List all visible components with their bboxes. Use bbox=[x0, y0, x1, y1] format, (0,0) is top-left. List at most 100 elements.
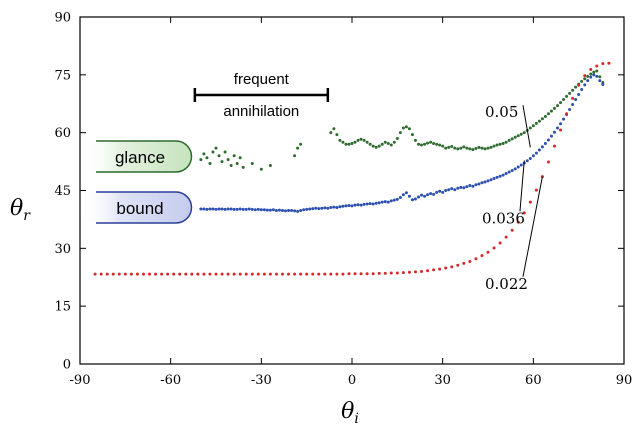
data-point bbox=[335, 133, 339, 137]
data-point bbox=[468, 259, 472, 263]
data-point bbox=[583, 74, 587, 78]
series-label-0.022: 0.022 bbox=[485, 275, 528, 293]
data-point bbox=[250, 272, 254, 276]
data-point bbox=[299, 272, 303, 276]
data-point bbox=[407, 270, 411, 274]
data-point bbox=[429, 140, 433, 144]
data-point bbox=[208, 272, 212, 276]
data-point bbox=[166, 272, 170, 276]
data-point bbox=[528, 200, 532, 204]
data-point bbox=[450, 187, 454, 191]
data-point bbox=[129, 272, 133, 276]
data-point bbox=[537, 119, 541, 123]
data-point bbox=[323, 272, 327, 276]
data-point bbox=[444, 146, 448, 150]
data-point bbox=[595, 64, 599, 68]
data-point bbox=[592, 73, 596, 77]
data-point bbox=[374, 201, 378, 205]
data-point bbox=[489, 145, 493, 149]
data-point bbox=[395, 197, 399, 201]
data-point bbox=[595, 69, 599, 73]
y-tick-label: 75 bbox=[54, 68, 71, 83]
data-point bbox=[277, 208, 281, 212]
data-point bbox=[495, 175, 499, 179]
data-point bbox=[141, 272, 145, 276]
data-point bbox=[359, 272, 363, 276]
data-point bbox=[308, 207, 312, 211]
data-point bbox=[317, 207, 321, 211]
data-point bbox=[432, 268, 436, 272]
data-point bbox=[489, 178, 493, 182]
data-point bbox=[350, 141, 354, 145]
data-point bbox=[456, 147, 460, 151]
data-point bbox=[199, 207, 203, 211]
data-point bbox=[356, 138, 360, 142]
data-point bbox=[546, 160, 550, 164]
data-point bbox=[320, 206, 324, 210]
data-point bbox=[543, 114, 547, 118]
data-point bbox=[395, 271, 399, 275]
data-point bbox=[160, 272, 164, 276]
data-point bbox=[302, 208, 306, 212]
data-point bbox=[338, 205, 342, 209]
data-point bbox=[135, 272, 139, 276]
data-point bbox=[220, 272, 224, 276]
data-point bbox=[571, 88, 575, 92]
data-point bbox=[392, 140, 396, 144]
data-point bbox=[202, 152, 206, 156]
data-point bbox=[329, 272, 333, 276]
data-point bbox=[395, 136, 399, 140]
y-tick-label: 15 bbox=[54, 300, 71, 315]
data-point bbox=[486, 179, 490, 183]
data-point bbox=[341, 140, 345, 144]
data-point bbox=[404, 191, 408, 195]
data-point bbox=[329, 205, 333, 209]
data-point bbox=[534, 188, 538, 192]
data-point bbox=[317, 272, 321, 276]
data-point bbox=[510, 228, 514, 232]
data-point bbox=[383, 271, 387, 275]
data-point bbox=[344, 204, 348, 208]
data-point bbox=[456, 263, 460, 267]
data-point bbox=[335, 205, 339, 209]
data-point bbox=[571, 103, 575, 107]
bound-pill: bound bbox=[82, 191, 193, 224]
data-point bbox=[468, 183, 472, 187]
data-point bbox=[552, 144, 556, 148]
data-point bbox=[353, 140, 357, 144]
data-point bbox=[559, 122, 563, 126]
data-point bbox=[217, 207, 221, 211]
data-point bbox=[262, 208, 266, 212]
data-point bbox=[540, 145, 544, 149]
data-point bbox=[492, 246, 496, 250]
data-point bbox=[586, 74, 590, 78]
data-point bbox=[244, 272, 248, 276]
data-point bbox=[235, 162, 239, 166]
data-point bbox=[477, 182, 481, 186]
data-point bbox=[501, 173, 505, 177]
data-point bbox=[559, 128, 563, 132]
data-point bbox=[495, 143, 499, 147]
bracket-label-frequent: frequent bbox=[234, 71, 290, 88]
data-point bbox=[287, 209, 291, 213]
data-point bbox=[214, 207, 218, 211]
data-point bbox=[386, 200, 390, 204]
data-point bbox=[368, 202, 372, 206]
data-point bbox=[241, 165, 245, 169]
data-point bbox=[420, 193, 424, 197]
data-point bbox=[531, 124, 535, 128]
bracket-label-annihilation: annihilation bbox=[223, 103, 299, 120]
x-tick-label: -90 bbox=[70, 373, 91, 388]
y-tick-label: 0 bbox=[63, 358, 71, 373]
data-point bbox=[492, 144, 496, 148]
data-point bbox=[413, 270, 417, 274]
data-point bbox=[583, 77, 587, 81]
data-point bbox=[247, 207, 251, 211]
data-point bbox=[401, 271, 405, 275]
data-point bbox=[380, 142, 384, 146]
data-point bbox=[507, 138, 511, 142]
data-point bbox=[329, 131, 333, 135]
data-point bbox=[586, 79, 590, 83]
data-point bbox=[311, 272, 315, 276]
data-point bbox=[223, 150, 227, 154]
